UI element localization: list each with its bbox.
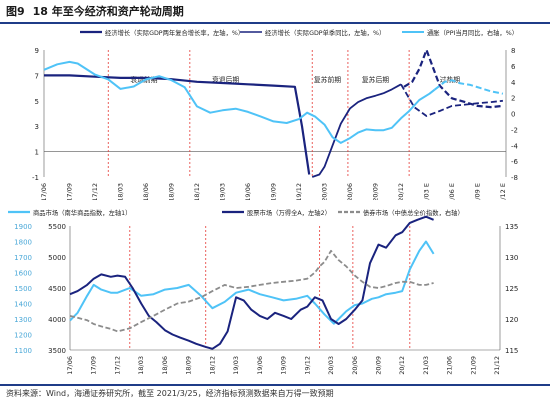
- legend-label-ppi: 通胀（PPI当月同比，右轴，%）: [427, 28, 518, 37]
- x-tick-label: 18/03: [116, 183, 124, 200]
- figure-header: 图9 18 年至今经济和资产轮动周期: [0, 0, 550, 22]
- x-tick-label: 19/06: [244, 183, 252, 200]
- y-left-tick-label: 5: [35, 98, 39, 106]
- x-tick-label: 21/03 E: [422, 183, 430, 200]
- legend-label-gdp_q: 经济增长（实际GDP单季同比，左轴，%）: [265, 28, 385, 37]
- footer-rule: [0, 384, 550, 386]
- figure-number: 图9: [6, 5, 25, 18]
- x-tick-label: 19/09: [280, 356, 288, 375]
- legend-label-commodity: 商品市场（南华商品指数，左轴1）: [33, 208, 131, 217]
- source-note: 资料来源：Wind，海通证券研究所，截至 2021/3/25，经济指标预测数据来…: [6, 389, 334, 398]
- y-left1-tick-label: 1300: [14, 316, 32, 324]
- y-left1-tick-label: 1900: [14, 223, 32, 231]
- x-tick-label: 18/12: [193, 183, 201, 200]
- y-left-tick-label: 9: [35, 47, 39, 55]
- x-tick-label: 21/12 E: [499, 183, 507, 200]
- x-tick-label: 21/12: [493, 356, 501, 375]
- y-right-tick-label: 8: [511, 47, 515, 55]
- x-tick-label: 18/03: [137, 356, 145, 375]
- phase-label: 复苏前期: [314, 75, 341, 84]
- y-right-tick-label: -8: [511, 174, 518, 182]
- y-right-tick-label: -6: [511, 158, 519, 166]
- y-right-tick-label: 0: [511, 111, 515, 119]
- y-left1-tick-label: 1100: [14, 347, 32, 355]
- x-tick-label: 19/03: [232, 356, 240, 375]
- x-tick-label: 18/06: [161, 356, 169, 375]
- phase-label: 复苏后期: [362, 75, 389, 84]
- series-line-gdp_q: [311, 83, 402, 178]
- legend-label-stock: 股票市场（万得全A，左轴2）: [247, 208, 331, 217]
- y-left2-tick-label: 4500: [48, 285, 66, 293]
- x-tick-label: 18/12: [208, 356, 216, 375]
- y-right-tick-label: 120: [505, 316, 518, 324]
- y-left1-tick-label: 1800: [14, 239, 32, 247]
- y-left1-tick-label: 1200: [14, 332, 32, 340]
- series-line-stock: [69, 215, 434, 350]
- x-tick-label: 19/03: [218, 183, 226, 200]
- x-tick-label: 19/09: [269, 183, 277, 200]
- series-line-bond: [69, 249, 434, 333]
- x-tick-label: 17/12: [91, 183, 99, 200]
- x-tick-label: 17/06: [66, 356, 74, 375]
- phase-label: 衰退后期: [212, 75, 239, 84]
- y-right-tick-label: 115: [505, 347, 518, 355]
- x-tick-label: 18/09: [185, 356, 193, 375]
- x-tick-label: 19/12: [295, 183, 303, 200]
- asset-rotation-chart: 商品市场（南华商品指数，左轴1） 股票市场（万得全A，左轴2） 债券市场（中债总全价…: [8, 208, 518, 375]
- x-tick-label: 21/06: [446, 356, 454, 375]
- y-right-tick-label: 125: [505, 285, 518, 293]
- y-left-tick-label: -1: [32, 174, 39, 182]
- x-tick-label: 17/06: [40, 183, 48, 200]
- series-line-gdp_2y: [44, 74, 311, 175]
- y-right-tick-label: 130: [505, 254, 518, 262]
- x-tick-label: 18/06: [142, 183, 150, 200]
- x-tick-label: 20/12: [397, 183, 405, 200]
- y-right-tick-label: -4: [511, 142, 519, 150]
- x-tick-label: 21/06 E: [448, 183, 456, 200]
- y-right-tick-label: 6: [511, 63, 516, 71]
- x-tick-label: 20/03: [320, 183, 328, 200]
- x-tick-label: 21/09: [469, 356, 477, 375]
- y-right-tick-label: 4: [511, 79, 516, 87]
- x-tick-label: 19/06: [256, 356, 264, 375]
- x-tick-label: 20/09: [371, 183, 379, 200]
- macro-cycle-chart: 经济增长（实际GDP两年复合增长率，左轴，%） 经济增长（实际GDP单季同比，左轴…: [32, 28, 519, 200]
- x-tick-label: 17/09: [65, 183, 73, 200]
- series-line-ppi_forecast: [433, 79, 504, 95]
- x-tick-label: 19/12: [303, 356, 311, 375]
- series-line-gdp_2y_forecast: [403, 48, 504, 109]
- x-tick-label: 21/09 E: [473, 183, 481, 200]
- x-tick-label: 18/09: [167, 183, 175, 200]
- y-left2-tick-label: 5000: [48, 254, 66, 262]
- x-tick-label: 20/03: [327, 356, 335, 375]
- header-rule: [0, 22, 550, 24]
- y-left1-tick-label: 1500: [14, 285, 32, 293]
- x-tick-label: 21/03: [422, 356, 430, 375]
- figure-title: 18 年至今经济和资产轮动周期: [32, 5, 184, 18]
- y-left2-tick-label: 5500: [48, 223, 66, 231]
- y-left1-tick-label: 1400: [14, 301, 32, 309]
- y-right-tick-label: -2: [511, 126, 518, 134]
- y-left1-tick-label: 1600: [14, 270, 32, 278]
- x-tick-label: 20/06: [351, 356, 359, 375]
- x-tick-label: 17/12: [113, 356, 121, 375]
- y-left2-tick-label: 3500: [48, 347, 66, 355]
- series-line-commodity: [69, 240, 435, 325]
- y-left-tick-label: 3: [35, 123, 39, 131]
- x-tick-label: 17/09: [90, 356, 98, 375]
- x-tick-label: 20/06: [346, 183, 354, 200]
- y-left-tick-label: 1: [35, 149, 39, 157]
- y-right-tick-label: 2: [511, 95, 515, 103]
- y-right-tick-label: 135: [505, 223, 518, 231]
- legend-label-bond: 债券市场（中债总全价指数，右轴）: [363, 208, 464, 217]
- y-left-tick-label: 7: [35, 72, 39, 80]
- series-line-gdp_q_forecast: [400, 83, 503, 117]
- x-tick-label: 20/09: [374, 356, 382, 375]
- legend-label-gdp_2y: 经济增长（实际GDP两年复合增长率，左轴，%）: [105, 28, 244, 37]
- y-left2-tick-label: 4000: [48, 316, 66, 324]
- series-line-ppi: [43, 60, 436, 144]
- x-tick-label: 20/12: [398, 356, 406, 375]
- y-left1-tick-label: 1700: [14, 254, 32, 262]
